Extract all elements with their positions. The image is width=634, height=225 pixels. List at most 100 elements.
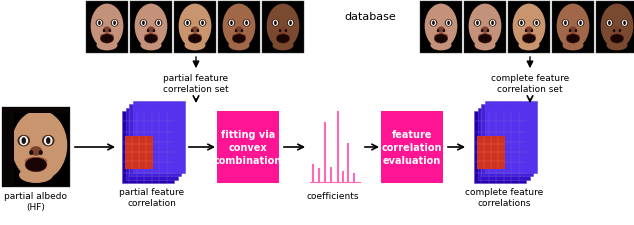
Ellipse shape — [478, 35, 492, 44]
Bar — [481, 105, 533, 176]
Bar — [2, 108, 14, 187]
Bar — [508, 2, 550, 54]
Ellipse shape — [141, 21, 146, 27]
Ellipse shape — [147, 27, 155, 34]
Ellipse shape — [430, 41, 451, 51]
Ellipse shape — [607, 41, 628, 51]
Ellipse shape — [96, 20, 103, 27]
Ellipse shape — [613, 27, 621, 34]
Ellipse shape — [622, 21, 627, 27]
Bar — [552, 2, 594, 54]
Ellipse shape — [437, 30, 439, 33]
Bar — [174, 2, 216, 54]
Ellipse shape — [245, 22, 248, 26]
Bar — [2, 108, 70, 187]
Ellipse shape — [155, 20, 162, 27]
Ellipse shape — [447, 22, 450, 26]
Ellipse shape — [481, 27, 489, 34]
Ellipse shape — [22, 138, 26, 144]
Ellipse shape — [198, 20, 207, 27]
Bar — [2, 108, 70, 114]
Text: feature
correlation
evaluation: feature correlation evaluation — [382, 129, 443, 165]
Bar — [508, 2, 550, 54]
Ellipse shape — [531, 30, 533, 33]
Ellipse shape — [228, 41, 250, 51]
Bar — [129, 105, 181, 176]
Ellipse shape — [562, 41, 583, 51]
Text: partial feature
correlation set: partial feature correlation set — [163, 74, 229, 94]
Ellipse shape — [91, 4, 124, 49]
Ellipse shape — [566, 35, 579, 44]
Ellipse shape — [475, 21, 480, 27]
Bar — [217, 112, 279, 183]
Ellipse shape — [197, 30, 199, 33]
Text: coefficients: coefficients — [307, 191, 359, 200]
Ellipse shape — [563, 21, 568, 27]
Ellipse shape — [533, 20, 540, 27]
Ellipse shape — [430, 20, 437, 27]
Bar — [474, 112, 526, 183]
Ellipse shape — [608, 22, 611, 26]
Ellipse shape — [96, 41, 117, 51]
Ellipse shape — [20, 136, 28, 146]
Bar — [2, 108, 70, 187]
Bar — [130, 2, 172, 54]
Bar — [133, 101, 184, 173]
Bar — [262, 2, 304, 54]
Ellipse shape — [487, 30, 489, 33]
Bar — [86, 2, 128, 54]
Ellipse shape — [522, 35, 536, 44]
Bar — [420, 2, 462, 54]
Ellipse shape — [491, 22, 494, 26]
Ellipse shape — [577, 20, 585, 27]
Ellipse shape — [191, 27, 199, 34]
Bar — [126, 108, 178, 180]
Bar — [464, 2, 506, 54]
Bar — [174, 2, 216, 54]
Ellipse shape — [267, 4, 299, 49]
Ellipse shape — [474, 41, 496, 51]
Ellipse shape — [469, 4, 501, 49]
Ellipse shape — [569, 30, 571, 33]
Ellipse shape — [191, 30, 193, 33]
Ellipse shape — [243, 20, 250, 27]
Bar — [218, 2, 260, 54]
Ellipse shape — [153, 30, 155, 33]
Ellipse shape — [157, 22, 160, 26]
Ellipse shape — [574, 30, 577, 33]
Ellipse shape — [30, 146, 42, 156]
Ellipse shape — [534, 21, 540, 27]
Ellipse shape — [517, 20, 525, 27]
Ellipse shape — [19, 167, 53, 183]
Bar — [484, 101, 536, 173]
Ellipse shape — [103, 30, 105, 33]
Bar — [381, 112, 443, 183]
Ellipse shape — [525, 30, 527, 33]
Ellipse shape — [98, 22, 101, 26]
Bar — [86, 2, 128, 54]
Ellipse shape — [443, 30, 445, 33]
Ellipse shape — [25, 158, 47, 172]
Ellipse shape — [562, 20, 569, 27]
Ellipse shape — [621, 20, 628, 27]
Ellipse shape — [579, 22, 582, 26]
Bar — [130, 2, 172, 54]
Ellipse shape — [569, 27, 577, 34]
Ellipse shape — [287, 20, 294, 27]
Ellipse shape — [179, 4, 211, 49]
Ellipse shape — [288, 21, 294, 27]
Ellipse shape — [112, 21, 117, 27]
Ellipse shape — [142, 22, 145, 26]
Ellipse shape — [623, 22, 626, 26]
Ellipse shape — [434, 35, 448, 44]
Ellipse shape — [235, 27, 243, 34]
Ellipse shape — [519, 41, 540, 51]
Ellipse shape — [46, 138, 51, 144]
Ellipse shape — [184, 21, 190, 27]
Bar — [596, 2, 634, 54]
Ellipse shape — [241, 30, 243, 33]
Ellipse shape — [564, 22, 567, 26]
Ellipse shape — [273, 41, 294, 51]
Ellipse shape — [188, 35, 202, 44]
Ellipse shape — [141, 41, 162, 51]
